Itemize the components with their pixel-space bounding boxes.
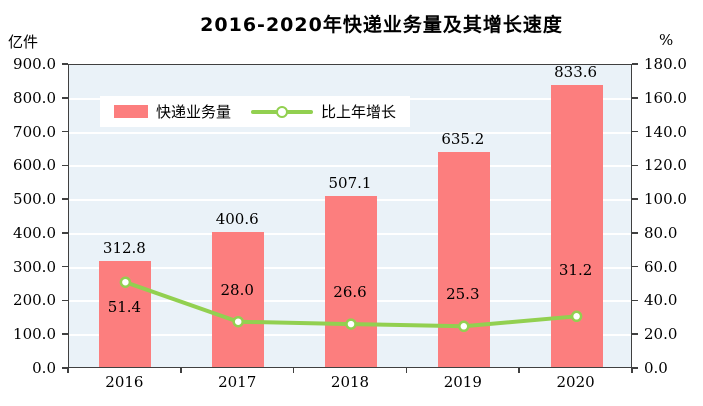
gridline: [69, 165, 631, 168]
line-series-marker-icon: [251, 105, 314, 118]
line-point-marker: [458, 320, 470, 333]
growth-line: [119, 276, 583, 333]
x-axis-tick-label: 2019: [443, 373, 482, 391]
y-tick-mark-right: [632, 63, 638, 65]
x-axis-tick-label: 2016: [105, 373, 144, 391]
y-axis-left-tick-label: 500.0: [13, 190, 56, 209]
x-tick-mark: [67, 368, 69, 373]
y-axis-right-tick-label: 140.0: [644, 122, 687, 141]
y-tick-mark-left: [62, 333, 68, 335]
y-tick-mark-left: [62, 299, 68, 302]
y-tick-mark-left: [62, 130, 68, 133]
line-value-label: 25.3: [446, 285, 480, 304]
y-axis-left-tick-label: 700.0: [13, 122, 56, 141]
x-axis-tick-label: 2018: [330, 373, 370, 391]
legend-bar-label: 快递业务量: [156, 103, 232, 121]
y-tick-mark-left: [62, 198, 68, 200]
bar-2018: [325, 195, 377, 367]
line-point-marker: [345, 318, 357, 330]
y-axis-right-tick-label: 60.0: [644, 257, 678, 276]
legend-item-bar: 快递业务量: [114, 101, 231, 122]
x-tick-mark: [631, 368, 633, 373]
y-tick-mark-left: [62, 232, 68, 234]
y-axis-right-tick-label: 0.0: [644, 359, 668, 377]
y-tick-mark-left: [62, 97, 68, 99]
right-axis-unit: %: [659, 31, 674, 49]
y-axis-left-tick-label: 200.0: [13, 291, 56, 310]
y-tick-mark-left: [62, 367, 68, 369]
x-tick-mark: [292, 368, 295, 373]
y-axis-left-tick-label: 300.0: [13, 257, 56, 276]
y-axis-left-tick-label: 400.0: [13, 223, 56, 242]
y-axis-right-tick-label: 160.0: [644, 88, 687, 107]
y-tick-mark-right: [632, 130, 638, 133]
y-axis-right-tick-label: 100.0: [644, 190, 687, 209]
legend-item-line: 比上年增长: [251, 101, 396, 122]
x-axis-tick-label: 2020: [556, 373, 595, 391]
y-tick-mark-right: [632, 198, 638, 200]
bar-value-label: 833.6: [554, 63, 598, 82]
bar-value-label: 507.1: [328, 173, 372, 192]
line-point-marker: [570, 310, 583, 323]
y-axis-right-tick-label: 120.0: [644, 156, 687, 175]
y-tick-mark-right: [632, 232, 638, 234]
chart-title: 2016-2020年快递业务量及其增长速度: [200, 14, 563, 36]
bar-2017: [212, 231, 265, 367]
gridline: [69, 131, 631, 134]
line-point-marker: [232, 315, 244, 328]
x-tick-mark: [180, 368, 182, 373]
y-tick-mark-right: [632, 367, 638, 369]
y-tick-mark-left: [62, 265, 68, 268]
line-value-label: 31.2: [558, 261, 593, 280]
y-tick-mark-left: [62, 63, 68, 65]
y-axis-left-tick-label: 0.0: [32, 359, 56, 377]
y-tick-mark-left: [62, 164, 68, 167]
y-tick-mark-right: [632, 265, 638, 268]
bar-series-swatch-icon: [114, 105, 148, 118]
x-tick-mark: [518, 368, 520, 373]
legend: 快递业务量 比上年增长: [100, 96, 411, 127]
bar-value-label: 312.8: [102, 239, 146, 258]
legend-line-label: 比上年增长: [321, 103, 397, 121]
y-axis-right-tick-label: 20.0: [644, 325, 678, 344]
y-axis-left-tick-label: 800.0: [13, 88, 56, 107]
line-value-label: 26.6: [333, 283, 367, 302]
y-axis-left-tick-label: 100.0: [13, 325, 56, 344]
line-value-label: 51.4: [107, 298, 142, 317]
bar-value-label: 400.6: [215, 209, 259, 228]
x-tick-mark: [405, 368, 408, 373]
y-axis-left-tick-label: 900.0: [13, 55, 56, 73]
bar-value-label: 635.2: [441, 130, 485, 149]
y-axis-right-tick-label: 180.0: [644, 55, 687, 73]
y-axis-left-tick-label: 600.0: [13, 156, 56, 175]
line-value-label: 28.0: [220, 280, 254, 299]
y-tick-mark-right: [632, 299, 638, 302]
left-axis-unit: 亿件: [8, 33, 39, 51]
x-axis-tick-label: 2017: [218, 373, 257, 391]
y-tick-mark-right: [632, 333, 638, 335]
y-axis-right-tick-label: 40.0: [644, 291, 678, 310]
y-tick-mark-right: [632, 164, 638, 167]
y-tick-mark-right: [632, 97, 638, 99]
y-axis-right-tick-label: 80.0: [644, 223, 678, 242]
line-point-marker: [119, 276, 132, 288]
